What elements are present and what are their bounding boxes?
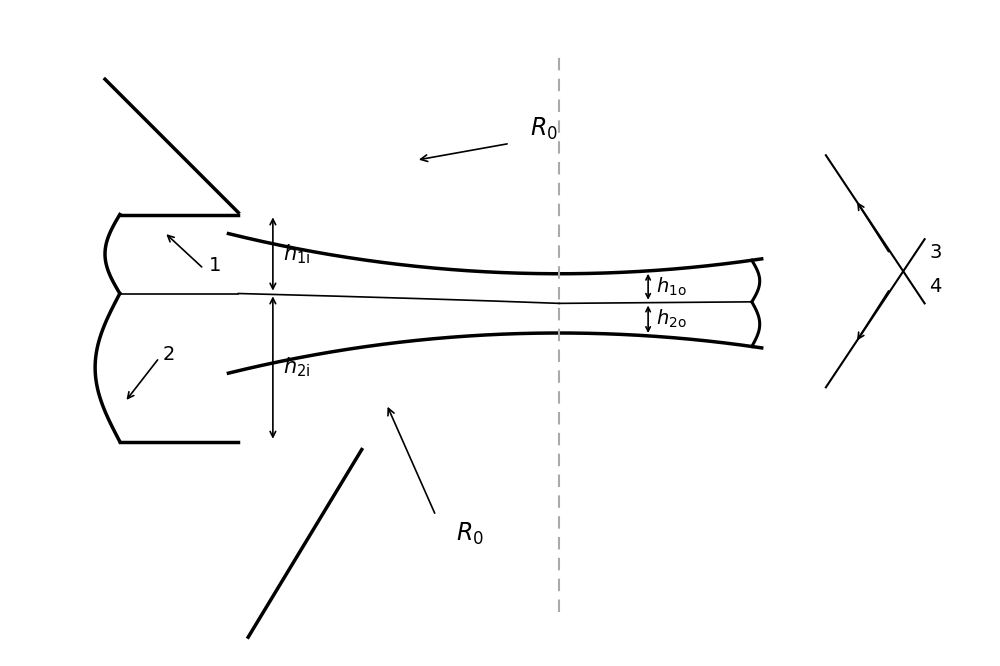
Text: 1: 1 xyxy=(209,256,221,275)
Text: 4: 4 xyxy=(930,277,942,296)
Text: $R_0$: $R_0$ xyxy=(456,520,483,547)
Text: $h_{\mathrm{2i}}$: $h_{\mathrm{2i}}$ xyxy=(283,356,310,380)
Text: 2: 2 xyxy=(162,345,175,364)
Text: $R_0$: $R_0$ xyxy=(530,115,557,142)
Text: $h_{\mathrm{2o}}$: $h_{\mathrm{2o}}$ xyxy=(656,308,687,330)
Text: $h_{\mathrm{1o}}$: $h_{\mathrm{1o}}$ xyxy=(656,276,687,298)
Text: 3: 3 xyxy=(930,242,942,262)
Text: $h_{\mathrm{1i}}$: $h_{\mathrm{1i}}$ xyxy=(283,242,310,266)
